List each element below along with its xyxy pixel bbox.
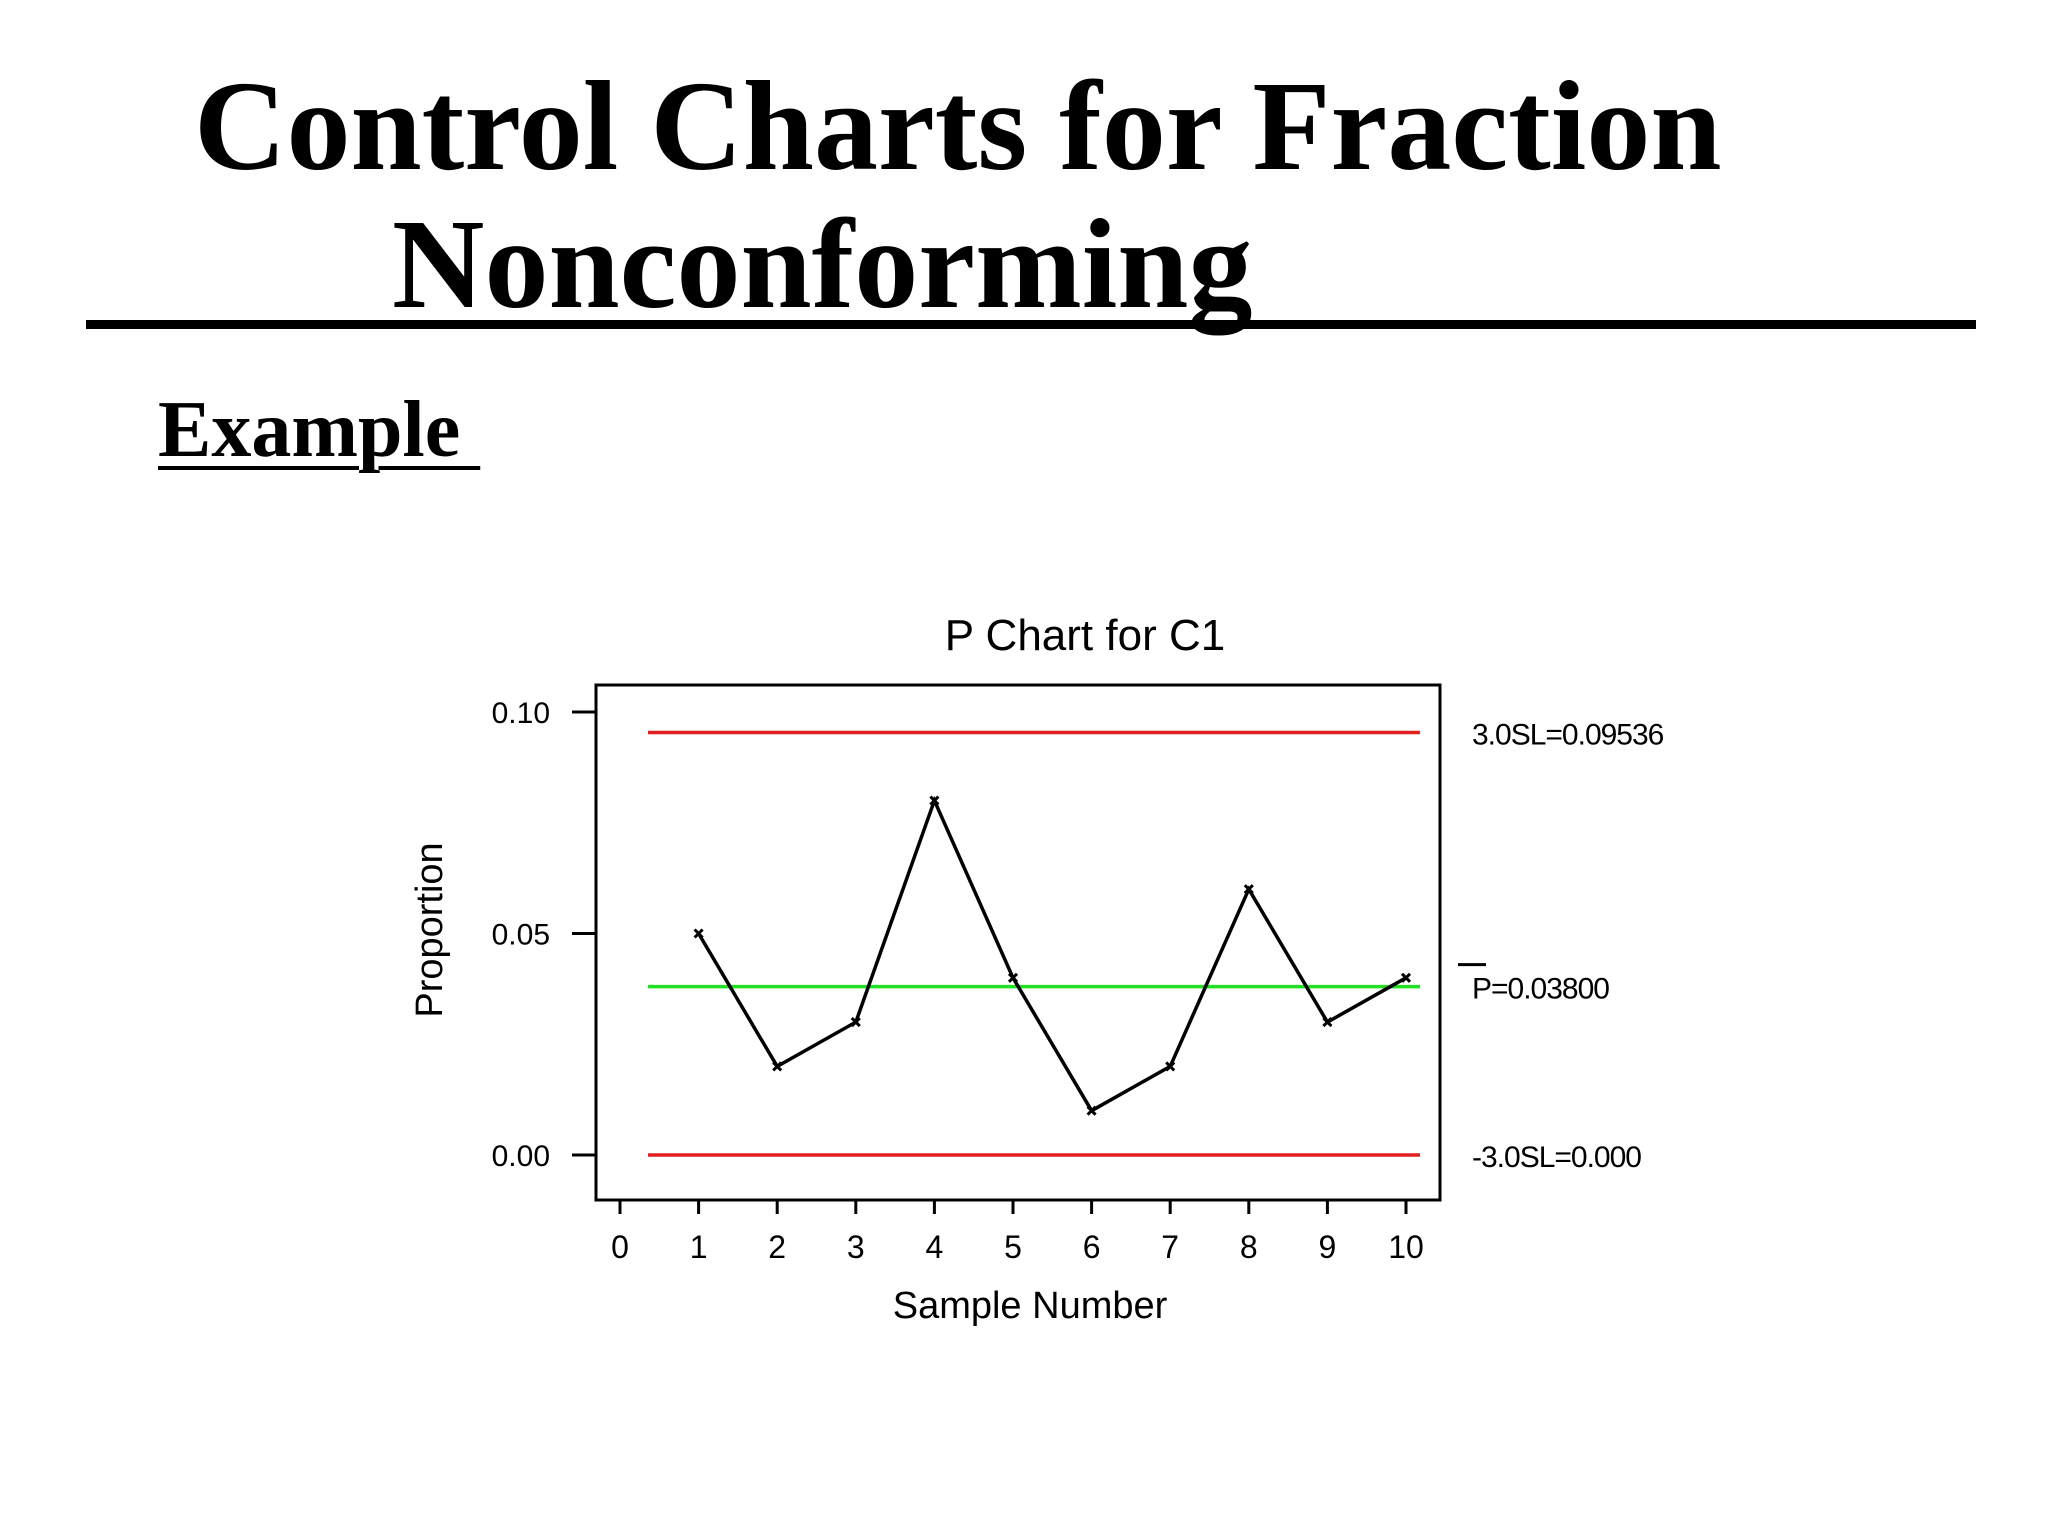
x-tick-label: 3: [847, 1229, 865, 1265]
y-tick-label: 0.05: [492, 919, 550, 952]
data-point: [1165, 1061, 1176, 1072]
x-tick-label: 10: [1388, 1229, 1424, 1265]
y-tick-label: 0.00: [492, 1140, 550, 1173]
data-point: [929, 795, 940, 806]
lower-control-limit-label: -3.0SL=0.000: [1472, 1141, 1641, 1174]
data-point: [772, 1061, 783, 1072]
x-tick-label: 6: [1083, 1229, 1101, 1265]
slide-title-line-1: Control Charts for Fraction: [194, 55, 1722, 197]
x-tick-label: 1: [690, 1229, 708, 1265]
x-tick-label: 2: [768, 1229, 786, 1265]
slide-title-line-2: Nonconforming: [392, 193, 1253, 335]
chart-title: P Chart for C1: [945, 611, 1225, 660]
title-divider: [86, 320, 1976, 329]
data-series-line: [697, 795, 1407, 1114]
example-subheading: Example: [158, 386, 481, 474]
x-tick-label: 4: [926, 1229, 944, 1265]
y-tick-label: 0.10: [492, 697, 550, 730]
x-tick-label: 7: [1161, 1229, 1179, 1265]
x-tick-label: 5: [1004, 1229, 1022, 1265]
upper-control-limit-label: 3.0SL=0.09536: [1472, 719, 1664, 752]
center-control-limit-label: P=0.03800: [1472, 973, 1609, 1006]
data-point: [1243, 884, 1254, 895]
x-tick-label: 0: [611, 1229, 629, 1265]
plot-frame: [594, 683, 1442, 1202]
x-tick-label: 8: [1240, 1229, 1258, 1265]
data-point: [1400, 972, 1412, 983]
y-axis-label: Proportion: [409, 842, 451, 1017]
chart-marks: 0.10 0.05 0.00 0 1 2 3 4 5 6 7 8 9 10 3.0SL=0.09536 P=0…: [492, 683, 1665, 1265]
x-axis-label: Sample Number: [893, 1285, 1168, 1327]
data-point: [1086, 1105, 1097, 1116]
x-tick-label: 9: [1319, 1229, 1337, 1265]
data-point: [850, 1017, 861, 1028]
data-point: [1322, 1017, 1333, 1028]
data-point: [693, 928, 704, 939]
data-point: [1007, 972, 1019, 983]
